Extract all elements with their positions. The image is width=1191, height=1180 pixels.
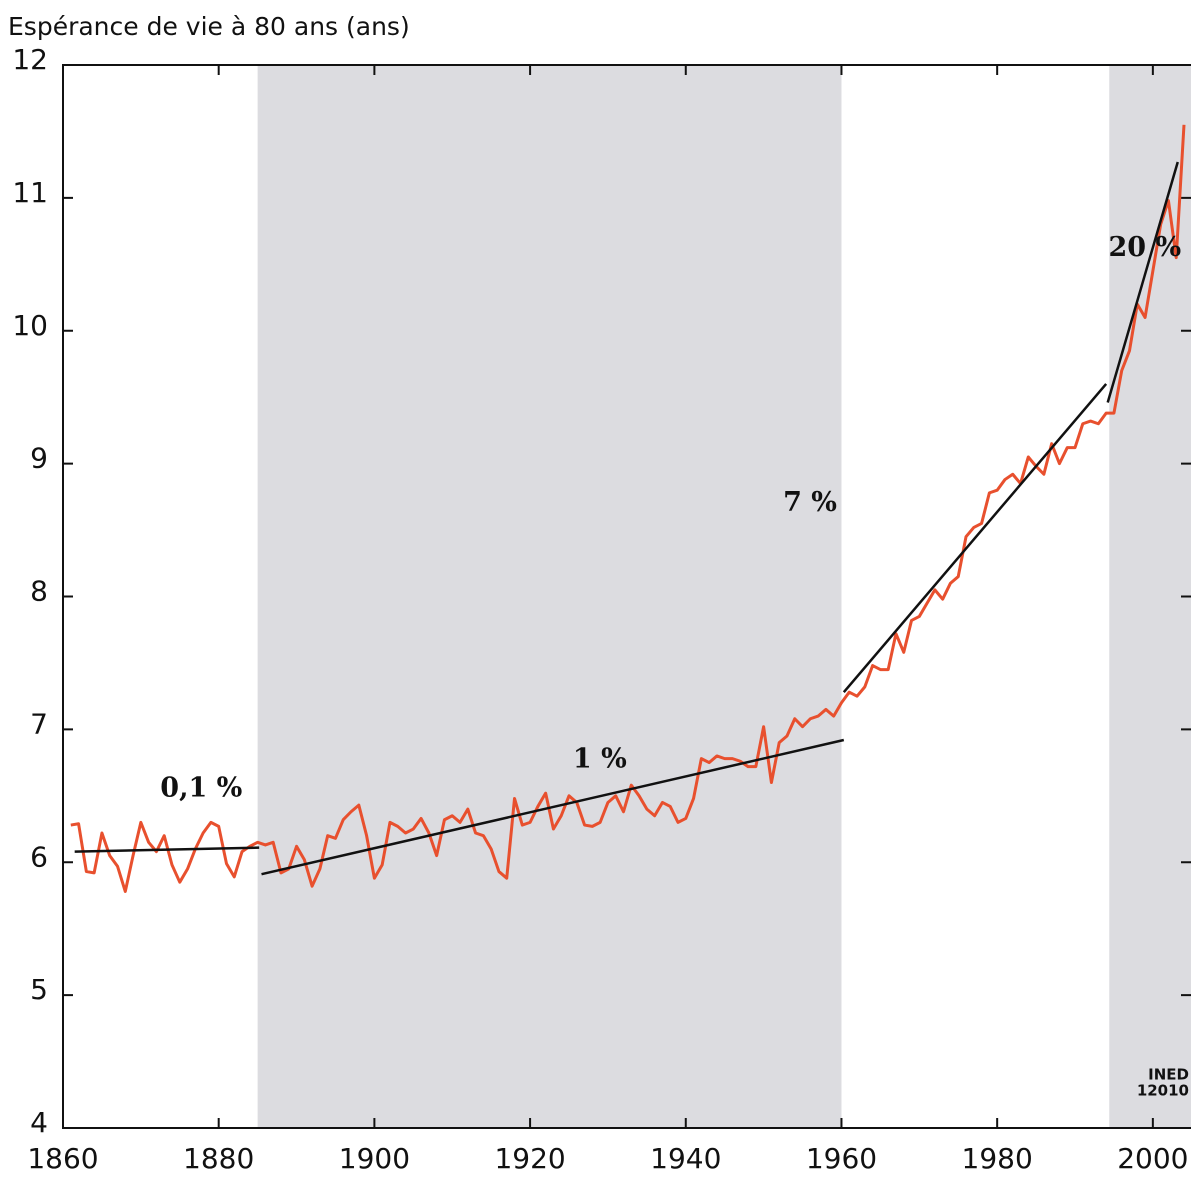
x-tick-label: 1980: [962, 1142, 1033, 1175]
x-tick-label: 1940: [650, 1142, 721, 1175]
y-tick-label: 11: [12, 176, 48, 209]
trend-line: [1106, 161, 1179, 403]
y-tick-label: 5: [30, 973, 48, 1006]
x-tick-label: 1960: [806, 1142, 877, 1175]
trend-label: 7 %: [783, 487, 837, 518]
y-tick-label: 12: [12, 43, 48, 76]
trend-line: [74, 846, 260, 853]
source-label: INED: [1148, 1066, 1189, 1084]
shaded-period: [257, 65, 842, 1128]
y-tick-label: 6: [30, 840, 48, 873]
x-tick-label: 1880: [183, 1142, 254, 1175]
trend-label: 0,1 %: [160, 773, 242, 804]
y-tick-label: 8: [30, 575, 48, 608]
y-tick-label: 10: [12, 309, 48, 342]
series-line: [70, 124, 1186, 893]
y-tick-label: 7: [30, 707, 48, 740]
chart-title: Espérance de vie à 80 ans (ans): [8, 12, 410, 41]
x-tick-label: 1860: [27, 1142, 98, 1175]
x-tick-label: 1900: [339, 1142, 410, 1175]
trend-line: [842, 383, 1108, 693]
trend-label: 1 %: [573, 743, 627, 774]
y-tick-label: 4: [30, 1106, 48, 1139]
y-tick-label: 9: [30, 442, 48, 475]
trend-label: 20 %: [1108, 232, 1181, 263]
trend-line: [261, 738, 845, 876]
x-tick-label: 2000: [1117, 1142, 1188, 1175]
x-tick-label: 1920: [494, 1142, 565, 1175]
source-label: 12010: [1137, 1082, 1189, 1100]
